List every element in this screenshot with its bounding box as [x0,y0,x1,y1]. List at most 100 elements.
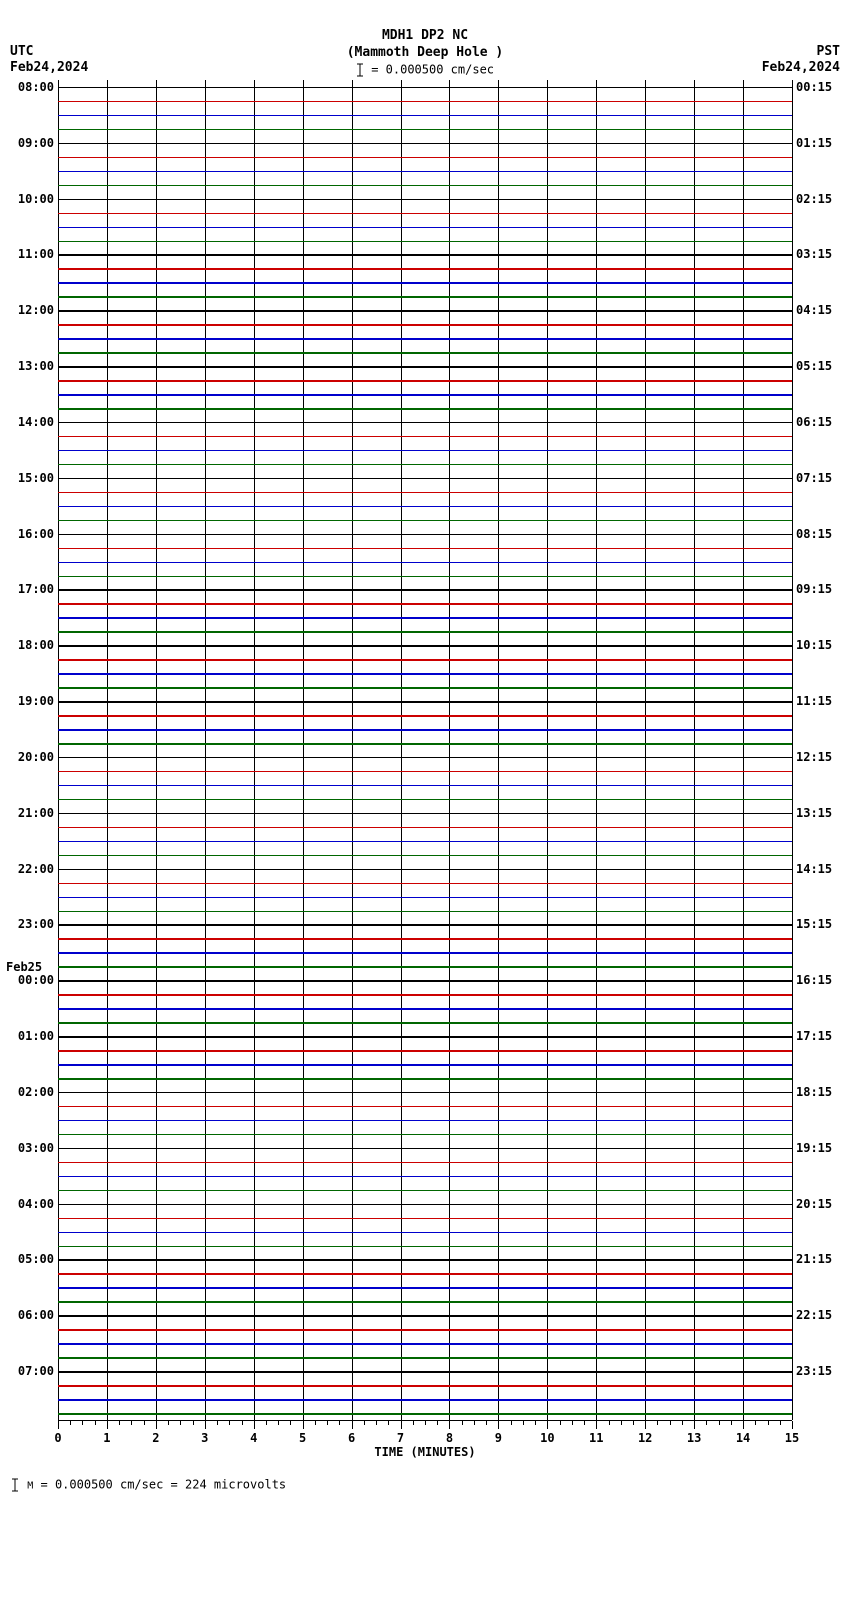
utc-hour-label: 07:00 [18,1364,54,1378]
seismic-trace [58,603,792,605]
x-tick-minor [768,1421,769,1425]
pst-hour-label: 01:15 [796,136,832,150]
seismic-trace [58,1371,792,1373]
date-change-label: Feb25 [6,960,42,974]
header-right: PST Feb24,2024 [762,44,840,75]
seismic-trace [58,338,792,340]
utc-hour-label: 14:00 [18,415,54,429]
seismic-trace [58,924,792,926]
x-tick-major [547,1421,548,1429]
pst-hour-label: 16:15 [796,973,832,987]
seismic-trace [58,464,792,466]
seismic-trace [58,1259,792,1261]
seismic-trace [58,1301,792,1303]
seismic-trace [58,1287,792,1289]
seismic-trace [58,994,792,996]
seismic-trace [58,380,792,382]
pst-hour-label: 23:15 [796,1364,832,1378]
x-tick-minor [193,1421,194,1425]
x-tick-minor [82,1421,83,1425]
x-tick-major [58,1421,59,1429]
x-tick-minor [278,1421,279,1425]
seismic-trace [58,938,792,940]
seismic-trace [58,506,792,508]
pst-hour-label: 07:15 [796,471,832,485]
seismic-trace [58,911,792,913]
x-tick-minor [560,1421,561,1425]
seismic-trace [58,101,792,103]
x-tick-major [645,1421,646,1429]
seismic-trace [58,785,792,787]
header-center: MDH1 DP2 NC (Mammoth Deep Hole ) = 0.000… [0,28,850,78]
pst-hour-label: 11:15 [796,694,832,708]
x-tick-label: 14 [736,1431,750,1445]
x-tick-minor [731,1421,732,1425]
x-tick-major [156,1421,157,1429]
utc-hour-label: 12:00 [18,303,54,317]
x-tick-minor [290,1421,291,1425]
seismic-trace [58,422,792,424]
seismic-trace [58,115,792,117]
seismic-trace [58,366,792,368]
grid-line-vertical [792,80,793,1420]
x-tick-minor [95,1421,96,1425]
seismic-trace [58,1385,792,1387]
seismic-trace [58,394,792,396]
x-tick-major [352,1421,353,1429]
x-tick-minor [217,1421,218,1425]
station-id: MDH1 DP2 NC [0,28,850,45]
utc-hour-label: 22:00 [18,862,54,876]
pst-hour-label: 04:15 [796,303,832,317]
seismic-trace [58,492,792,494]
seismic-trace [58,1008,792,1010]
seismic-trace [58,771,792,773]
pst-hour-label: 10:15 [796,638,832,652]
seismic-trace [58,408,792,410]
x-tick-minor [719,1421,720,1425]
station-name: (Mammoth Deep Hole ) [0,45,850,62]
right-date-label: Feb24,2024 [762,60,840,76]
pst-hour-label: 08:15 [796,527,832,541]
seismic-trace [58,1232,792,1234]
pst-hour-label: 09:15 [796,582,832,596]
x-tick-major [694,1421,695,1429]
x-tick-major [498,1421,499,1429]
seismic-trace [58,1329,792,1331]
utc-hour-label: 17:00 [18,582,54,596]
seismic-trace [58,1413,792,1415]
right-tz-label: PST [762,44,840,60]
x-tick-label: 12 [638,1431,652,1445]
x-tick-major [401,1421,402,1429]
pst-hour-label: 17:15 [796,1029,832,1043]
x-tick-minor [327,1421,328,1425]
seismic-trace [58,952,792,954]
seismic-trace [58,562,792,564]
x-tick-label: 1 [103,1431,110,1445]
utc-hour-label: 18:00 [18,638,54,652]
x-axis-title: TIME (MINUTES) [58,1445,792,1459]
seismic-trace [58,199,792,201]
x-tick-minor [670,1421,671,1425]
x-tick-minor [144,1421,145,1425]
utc-hour-label: 04:00 [18,1197,54,1211]
seismic-trace [58,227,792,229]
x-tick-minor [180,1421,181,1425]
utc-hour-label: 16:00 [18,527,54,541]
seismic-trace [58,282,792,284]
x-tick-minor [657,1421,658,1425]
x-tick-minor [474,1421,475,1425]
x-tick-major [449,1421,450,1429]
x-tick-label: 0 [54,1431,61,1445]
utc-hour-label: 03:00 [18,1141,54,1155]
seismic-trace [58,757,792,759]
x-tick-label: 7 [397,1431,404,1445]
pst-hour-label: 06:15 [796,415,832,429]
x-tick-label: 8 [446,1431,453,1445]
seismic-trace [58,310,792,312]
x-tick-minor [168,1421,169,1425]
seismic-trace [58,645,792,647]
seismic-trace [58,1106,792,1108]
x-tick-label: 2 [152,1431,159,1445]
seismic-trace [58,87,792,89]
x-tick-minor [462,1421,463,1425]
